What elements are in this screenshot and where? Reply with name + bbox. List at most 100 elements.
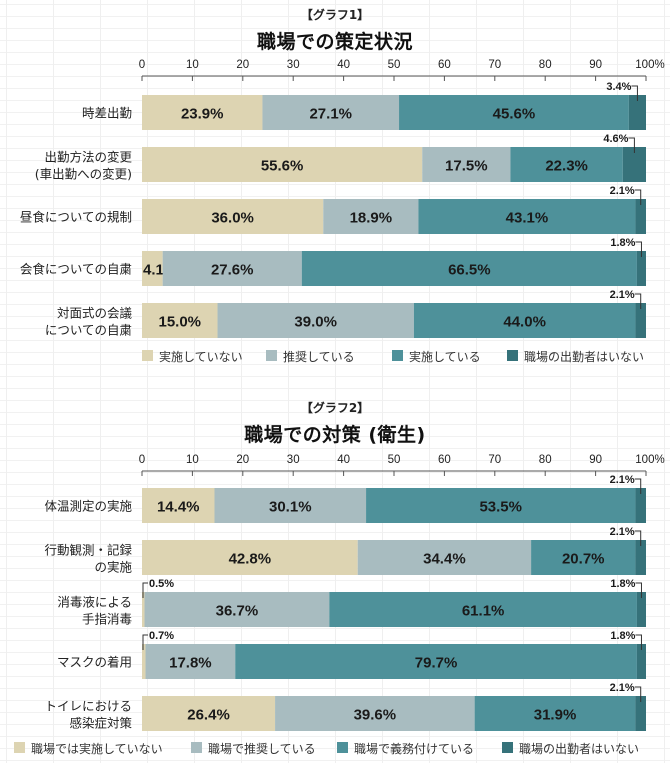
chart1-bar-segment (142, 95, 263, 130)
chart1-legend-swatch (507, 350, 518, 361)
chart2-bar-segment (145, 644, 236, 679)
chart2-callout-line (634, 478, 642, 494)
chart1-x-tick-label: 70 (488, 59, 501, 71)
chart1-data-label: 27.6% (211, 262, 254, 279)
chart2-data-label: 79.7% (415, 655, 458, 672)
chart1-bar-segment (162, 251, 302, 286)
chart2-category-label: 手指消毒 (82, 612, 132, 627)
chart1-data-label: 18.9% (350, 210, 393, 227)
chart2-data-label: 31.9% (534, 707, 577, 724)
chart1-bar-segment (422, 147, 511, 182)
chart1-data-label: 2.1% (610, 185, 635, 197)
chart1-subtitle: 【グラフ1】 (300, 8, 370, 22)
chart2-data-label: 1.8% (610, 578, 635, 590)
chart1-category-label: 出勤方法の変更 (44, 150, 132, 165)
chart1-x-tick-label: 0 (139, 59, 145, 71)
chart1-data-label: 4.6% (603, 133, 628, 145)
chart2-bar-segment (142, 540, 358, 575)
chart2-callout-line (142, 634, 148, 650)
chart2-x-tick-label: 20 (236, 454, 249, 466)
chart1-category-label: (車出勤への変更) (35, 167, 132, 182)
chart2-title: 職場での対策 (衛生) (244, 424, 426, 446)
chart1-data-label: 44.0% (503, 314, 546, 331)
chart1-category-label: 会食についての自粛 (20, 262, 132, 277)
chart1-bar-segment (510, 147, 623, 182)
chart2-x-tick-label: 50 (388, 454, 401, 466)
chart2-data-label: 2.1% (610, 682, 635, 694)
chart1-data-label: 55.6% (261, 158, 304, 175)
chart2-callout-line (635, 634, 642, 650)
chart2-data-label: 1.8% (610, 630, 635, 642)
chart1-x-tick-label: 50 (388, 59, 401, 71)
chart1-data-label: 36.0% (211, 210, 254, 227)
chart2-data-label: 26.4% (187, 707, 230, 724)
chart2-legend-label: 職場で推奨している (208, 742, 316, 756)
chart1-x-tick-label: 100% (635, 59, 664, 71)
chart1-data-label: 43.1% (506, 210, 549, 227)
chart2-category-label: トイレにおける (44, 699, 132, 714)
chart2-category-label: 行動観測・記録 (44, 543, 132, 558)
chart2-data-label: 39.6% (354, 707, 397, 724)
chart1-callout-line (634, 293, 642, 309)
chart2-data-label: 0.5% (149, 578, 174, 590)
chart2-legend-label: 職場では実施していない (31, 741, 163, 756)
chart1-legend-label: 実施していない (159, 349, 243, 364)
chart2-x-tick-label: 10 (186, 454, 199, 466)
chart1-bar-segment (262, 95, 400, 130)
chart1-x-tick-label: 20 (236, 59, 249, 71)
chart2-data-label: 61.1% (462, 603, 505, 620)
chart1-bar-segment (323, 199, 419, 234)
chart2-x-tick-label: 80 (539, 454, 552, 466)
chart1-legend-swatch (142, 350, 153, 361)
chart2-bar-segment (635, 696, 646, 731)
chart1-bar-segment (301, 251, 637, 286)
chart2-legend-label: 職場で義務付けている (354, 741, 474, 756)
chart1-data-label: 66.5% (448, 262, 491, 279)
chart1-x-tick-label: 10 (186, 59, 199, 71)
chart2-category-label: マスクの着用 (57, 655, 132, 670)
chart1-legend-swatch (266, 350, 277, 361)
chart1-legend-label: 職場の出勤者はいない (524, 350, 644, 364)
chart2-category-label: 感染症対策 (69, 716, 132, 731)
chart2-x-tick-label: 90 (589, 454, 602, 466)
chart1-data-label: 3.4% (606, 81, 631, 93)
chart2-bar-segment (531, 540, 636, 575)
chart1-data-label: 22.3% (545, 158, 588, 175)
chart2-legend-swatch (337, 742, 348, 753)
chart2-x-tick-label: 60 (438, 454, 451, 466)
chart1-x-tick-label: 30 (287, 59, 300, 71)
chart2-callout-line (142, 582, 148, 598)
chart2-bar-segment (214, 488, 367, 523)
chart1-bar-segment (635, 199, 646, 234)
chart1-title: 職場での策定状況 (256, 31, 413, 53)
chart2-category-label: 消毒液による (57, 595, 132, 610)
chart2-bar-segment (329, 592, 637, 627)
chart2-data-label: 2.1% (610, 526, 635, 538)
chart2-bar-segment (636, 644, 646, 679)
chart1-x-tick-label: 60 (438, 59, 451, 71)
chart2-data-label: 30.1% (269, 499, 312, 516)
chart1-data-label: 1.8% (610, 237, 635, 249)
chart1-category-label: 昼食についての規制 (20, 210, 132, 225)
chart1-legend-swatch (392, 350, 403, 361)
chart1-bar-segment (142, 199, 324, 234)
chart2-x-tick-label: 70 (488, 454, 501, 466)
chart2-bar-segment (366, 488, 636, 523)
chart1-legend-label: 実施している (409, 349, 481, 364)
chart2-data-label: 2.1% (610, 474, 635, 486)
chart2-x-tick-label: 40 (337, 454, 350, 466)
chart1-bar-segment (628, 95, 646, 130)
chart1-data-label: 2.1% (610, 289, 635, 301)
chart2-x-tick-label: 100% (635, 454, 664, 466)
chart2-data-label: 53.5% (479, 499, 522, 516)
chart1-bar-segment (622, 147, 646, 182)
chart1-data-label: 23.9% (181, 106, 224, 123)
chart2-bar-segment (235, 644, 637, 679)
chart2-data-label: 42.8% (229, 551, 272, 568)
chart2-callout-line (634, 530, 642, 546)
chart2-legend-swatch (191, 742, 202, 753)
chart2-x-tick-label: 0 (139, 454, 145, 466)
chart2-bar-segment (474, 696, 636, 731)
chart2-legend-swatch (502, 742, 513, 753)
